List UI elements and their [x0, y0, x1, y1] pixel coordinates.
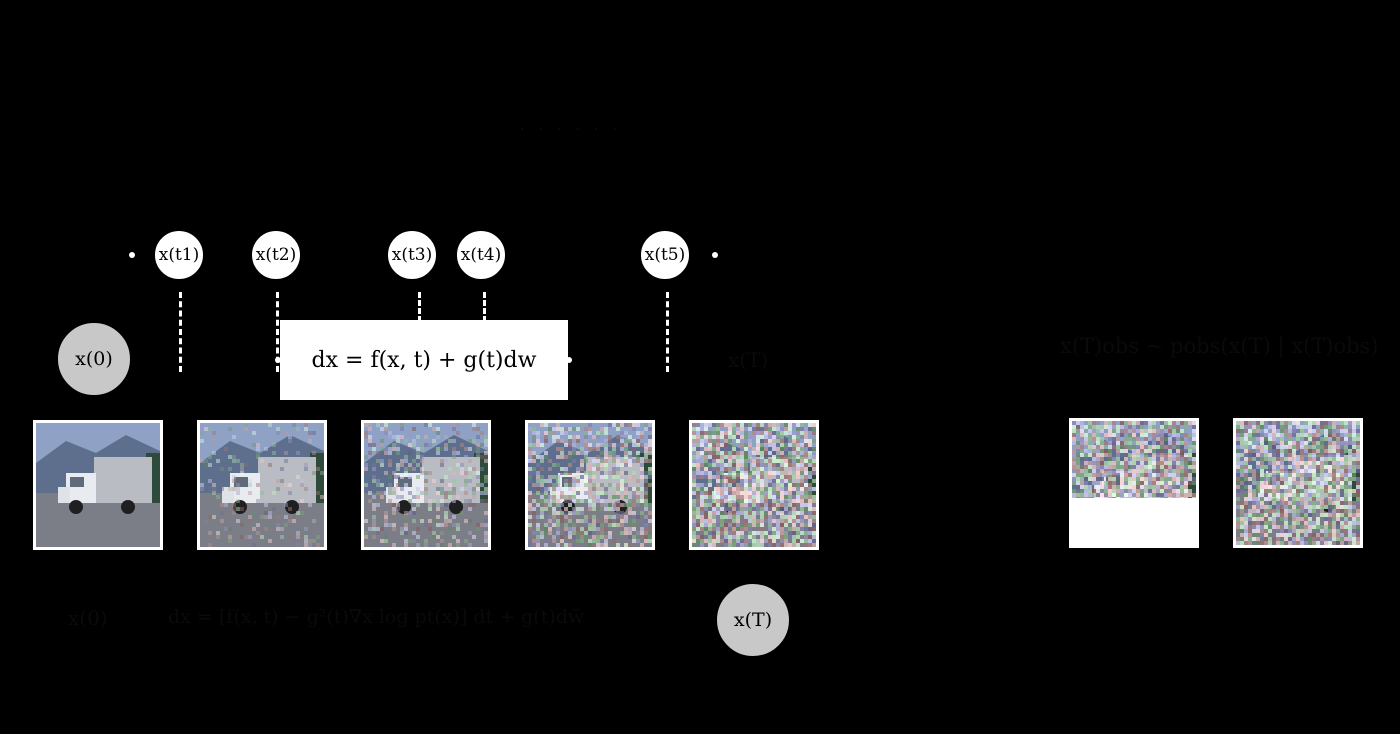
noise-layer — [364, 423, 488, 547]
connector-t4 — [483, 292, 486, 322]
diffusion-frame-2 — [361, 420, 491, 550]
x0-bottom-label: x(0) — [68, 606, 108, 630]
truck-image — [1236, 421, 1360, 545]
conditional-label: x(T)obs ∼ pobs(x(T) | x(T)obs) — [1060, 334, 1379, 358]
connector-t1 — [179, 292, 182, 372]
connector-t3 — [418, 292, 421, 322]
node-x-t4: x(t4) — [455, 229, 507, 281]
axis-tick-left — [129, 252, 135, 258]
xT-label: x(T) — [728, 348, 769, 372]
noise-layer — [692, 423, 816, 547]
node-x-t1: x(t1) — [153, 229, 205, 281]
node-x-t2: x(t2) — [250, 229, 302, 281]
reverse-sde-equation: dx = [f(x, t) − g²(t)∇x log pt(x)] dt + … — [168, 606, 585, 628]
truck-image — [36, 423, 160, 547]
node-x-t5: x(t5) — [639, 229, 691, 281]
sde-right-dot — [566, 357, 572, 363]
noise-layer — [200, 423, 324, 547]
forward-sde-box: dx = f(x, t) + g(t)dw — [280, 320, 568, 400]
truck-image — [364, 423, 488, 547]
node-x-0: x(0) — [56, 321, 132, 397]
diffusion-frame-4 — [689, 420, 819, 550]
connector-t5 — [666, 292, 669, 372]
node-x-T: x(T) — [715, 582, 791, 658]
noise-layer — [1236, 421, 1360, 545]
noise-layer — [528, 423, 652, 547]
observed-masked-frame — [1069, 418, 1199, 548]
diffusion-frame-3 — [525, 420, 655, 550]
axis-tick-right — [712, 252, 718, 258]
forward-sde-equation: dx = f(x, t) + g(t)dw — [311, 347, 537, 373]
truck-image — [528, 423, 652, 547]
truck-image — [200, 423, 324, 547]
objective-equation: argmax E log p(x(T) | x(T)obs) — [195, 72, 531, 97]
truck-image — [692, 423, 816, 547]
objective-dots: ...... — [520, 118, 631, 134]
node-x-t3: x(t3) — [386, 229, 438, 281]
mask-region — [1072, 497, 1196, 545]
truck-image — [1072, 421, 1196, 545]
diffusion-frame-0 — [33, 420, 163, 550]
noisy-sample-frame — [1233, 418, 1363, 548]
diffusion-frame-1 — [197, 420, 327, 550]
connector-t2 — [276, 292, 279, 372]
sde-left-dot — [275, 357, 281, 363]
